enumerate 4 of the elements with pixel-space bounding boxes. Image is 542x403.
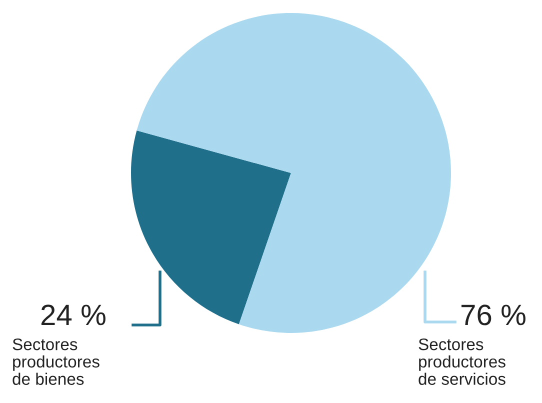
data-label: 24 %: [41, 304, 106, 326]
slice-label: Sectores productores de servicios: [418, 338, 506, 385]
slice-label: Sectores productores de bienes: [12, 338, 100, 385]
data-label: 76 %: [461, 304, 526, 326]
